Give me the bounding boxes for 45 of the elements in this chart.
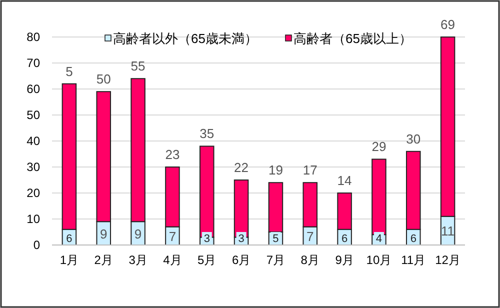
x-tick-label: 10月 <box>366 253 392 267</box>
data-label: 69 <box>440 17 456 32</box>
x-tick-label: 12月 <box>435 253 460 267</box>
y-tick-label: 40 <box>26 134 40 148</box>
data-label: 6 <box>341 233 348 245</box>
x-tick-label: 5月 <box>198 253 216 267</box>
x-tick-label: 1月 <box>60 253 79 267</box>
y-tick-label: 0 <box>33 238 40 252</box>
legend-label: 高齢者（65歳以上） <box>293 31 412 46</box>
data-label: 17 <box>302 162 318 178</box>
data-label: 6 <box>410 233 416 245</box>
x-tick-label: 4月 <box>163 253 182 267</box>
data-label: 22 <box>234 160 249 175</box>
x-tick-label: 8月 <box>300 253 320 267</box>
data-label: 11 <box>441 224 455 239</box>
annotation: 5 <box>66 64 73 79</box>
data-label: 7 <box>306 228 314 244</box>
x-tick-label: 3月 <box>128 253 148 267</box>
data-label: 5 <box>272 233 279 245</box>
x-tick-label: 9月 <box>335 253 354 267</box>
data-label: 4 <box>376 233 382 245</box>
data-label: 9 <box>134 226 142 242</box>
data-label: 50 <box>96 72 111 87</box>
x-tick-label: 6月 <box>232 253 251 267</box>
y-tick-label: 70 <box>26 56 40 70</box>
data-label: 30 <box>406 131 421 146</box>
data-label: 19 <box>268 162 283 178</box>
y-tick-label: 30 <box>26 160 40 174</box>
data-label: 55 <box>130 58 146 74</box>
y-tick-label: 20 <box>26 186 40 200</box>
legend-label: 高齢者以外（65歳未満） <box>113 31 258 46</box>
x-tick-label: 11月 <box>401 253 426 267</box>
data-label: 14 <box>337 173 352 188</box>
data-label: 7 <box>168 228 176 244</box>
y-tick-label: 60 <box>26 82 40 96</box>
y-tick-label: 50 <box>26 108 40 122</box>
data-label: 6 <box>66 233 72 245</box>
data-label: 29 <box>372 139 386 154</box>
y-tick-label: 10 <box>26 212 40 226</box>
data-label: 23 <box>165 147 180 162</box>
data-label: 35 <box>200 126 214 142</box>
x-tick-label: 7月 <box>266 253 286 267</box>
y-tick-label: 80 <box>26 30 40 44</box>
data-label: 9 <box>100 226 108 242</box>
x-tick-label: 2月 <box>94 253 113 267</box>
